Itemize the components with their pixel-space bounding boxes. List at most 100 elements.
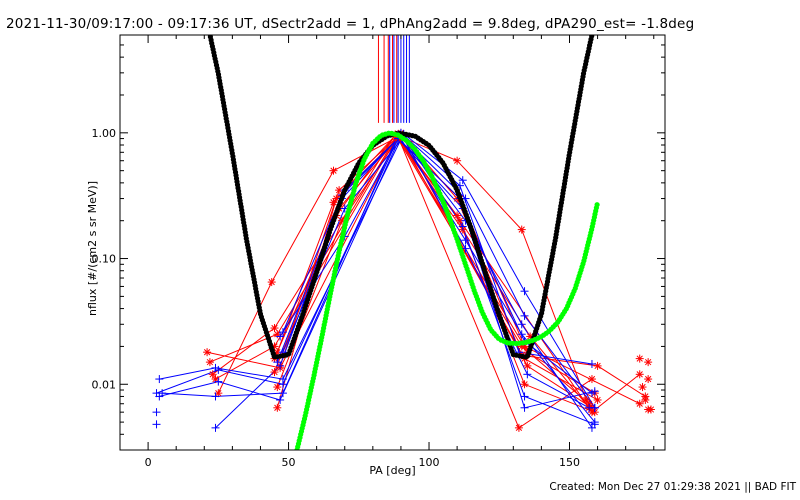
- asterisk-stroke: [203, 349, 211, 356]
- asterisk-stroke: [338, 217, 346, 224]
- asterisk-stroke: [636, 400, 643, 407]
- black-fit-bead: [202, 9, 207, 14]
- asterisk-marker: [329, 166, 338, 175]
- asterisk-stroke: [518, 226, 525, 233]
- asterisk-stroke: [515, 424, 523, 432]
- asterisk-stroke: [642, 396, 649, 404]
- asterisk-stroke: [583, 396, 590, 404]
- red-series-line: [206, 131, 593, 409]
- asterisk-stroke: [453, 212, 461, 219]
- asterisk-marker: [273, 383, 282, 392]
- black-fit-bead: [593, 15, 598, 20]
- asterisk-marker: [635, 399, 644, 408]
- plus-marker: [278, 328, 287, 337]
- red-series-line: [215, 134, 587, 401]
- axes-layer: 0 50 100 150 0.01 0.10 1.00: [92, 34, 665, 469]
- black-fit-bead: [591, 24, 596, 29]
- asterisk-marker: [203, 348, 212, 357]
- plus-marker: [590, 420, 599, 429]
- asterisk-stroke: [268, 278, 275, 286]
- asterisk-marker: [517, 225, 526, 234]
- plus-marker: [276, 395, 285, 404]
- plus-marker: [152, 420, 161, 429]
- plus-marker: [585, 403, 594, 412]
- plot-frame: [119, 34, 666, 451]
- plus-marker: [461, 236, 470, 245]
- asterisk-stroke: [271, 324, 278, 332]
- asterisk-stroke: [274, 404, 281, 411]
- asterisk-marker: [635, 370, 644, 379]
- black-fit-bead: [593, 18, 598, 23]
- asterisk-stroke: [594, 396, 601, 404]
- asterisk-marker: [635, 354, 644, 363]
- asterisk-marker: [644, 375, 653, 384]
- asterisk-marker: [593, 361, 602, 370]
- green-fit-bead: [594, 202, 600, 208]
- y-tick-label: 0.10: [92, 253, 117, 266]
- y-tick-label: 0.01: [92, 378, 117, 391]
- plus-marker: [520, 311, 529, 320]
- x-tick-label: 100: [419, 456, 440, 469]
- asterisk-marker: [208, 370, 217, 379]
- black-fit-bead: [202, 6, 207, 11]
- asterisk-stroke: [521, 381, 528, 388]
- plus-marker: [458, 176, 467, 185]
- asterisk-stroke: [209, 371, 216, 378]
- x-tick-label: 150: [559, 456, 580, 469]
- asterisk-stroke: [594, 362, 601, 370]
- asterisk-stroke: [333, 195, 340, 202]
- plus-marker: [520, 392, 529, 401]
- plus-marker: [461, 244, 470, 253]
- asterisk-marker: [329, 198, 338, 207]
- data-lines-layer: [156, 131, 646, 429]
- asterisk-marker: [641, 395, 650, 404]
- plus-marker: [273, 358, 282, 367]
- black-fit-bead: [592, 21, 597, 26]
- plus-marker: [211, 392, 220, 401]
- asterisk-stroke: [636, 371, 643, 378]
- asterisk-marker: [523, 361, 532, 370]
- asterisk-marker: [582, 395, 591, 404]
- asterisk-stroke: [206, 358, 214, 366]
- plus-marker: [155, 375, 164, 384]
- asterisk-stroke: [524, 362, 531, 370]
- plus-marker: [590, 387, 599, 396]
- asterisk-marker: [267, 278, 276, 287]
- asterisk-stroke: [453, 157, 461, 164]
- black-fit-bead: [206, 25, 211, 30]
- plus-marker: [517, 320, 526, 329]
- black-fit-bead: [205, 22, 210, 27]
- x-tick-label: 0: [145, 456, 152, 469]
- black-fit-bead: [594, 12, 599, 17]
- asterisk-marker: [587, 408, 596, 417]
- plus-marker: [458, 222, 467, 231]
- fit-curves-layer: [202, 6, 600, 450]
- black-fit-bead: [204, 19, 209, 24]
- asterisk-marker: [205, 358, 214, 367]
- asterisk-stroke: [644, 375, 652, 383]
- plus-marker: [158, 389, 167, 398]
- asterisk-stroke: [527, 333, 534, 340]
- asterisk-stroke: [636, 355, 643, 362]
- red-series-line: [276, 137, 641, 413]
- x-tick-label: 50: [282, 456, 296, 469]
- asterisk-stroke: [274, 383, 281, 391]
- plus-marker: [523, 370, 532, 379]
- asterisk-stroke: [647, 406, 655, 413]
- plus-marker: [517, 330, 526, 339]
- asterisk-stroke: [644, 358, 652, 366]
- plus-marker: [520, 403, 529, 412]
- asterisk-stroke: [330, 199, 337, 206]
- asterisk-stroke: [335, 186, 343, 194]
- asterisk-marker: [273, 403, 282, 412]
- asterisk-stroke: [639, 383, 646, 391]
- y-axis-label: nflux [#/(cm2 s sr MeV)]: [86, 181, 99, 316]
- asterisk-stroke: [212, 375, 219, 383]
- asterisk-marker: [270, 324, 279, 333]
- plus-marker: [214, 377, 223, 386]
- asterisk-marker: [453, 156, 462, 165]
- footer-created-text: Created: Mon Dec 27 01:29:38 2021 || BAD…: [549, 481, 796, 493]
- asterisk-marker: [453, 211, 462, 220]
- plus-marker: [278, 389, 287, 398]
